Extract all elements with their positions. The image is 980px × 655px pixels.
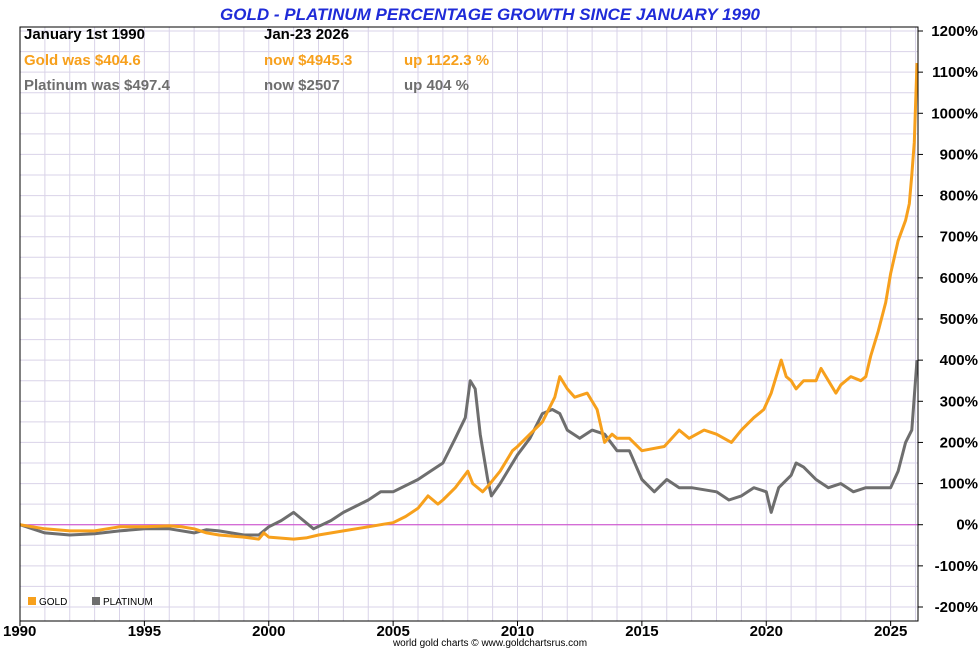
y-tick-label: 600% [940,270,978,287]
y-tick-label: 900% [940,146,978,163]
y-axis: 1200% 1100% 1000% 900% 800% 700% 600% 500% 400% 3… [918,23,978,616]
x-tick-label: 2015 [625,623,658,640]
platinum-percent-change: up 404 % [404,77,469,94]
y-tick-label: 100% [940,476,978,493]
end-date-label: Jan-23 2026 [264,26,349,43]
y-tick-label: 1200% [931,23,978,40]
legend-swatch-gold [28,597,36,605]
chart-title: GOLD - PLATINUM PERCENTAGE GROWTH SINCE … [220,5,761,24]
plot-frame [19,26,919,622]
gold-percent-change: up 1122.3 % [404,52,489,69]
y-tick-label: 1100% [932,64,978,81]
gold-current-price: now $4945.3 [264,52,352,69]
grid [19,27,918,621]
y-tick-label: 800% [940,188,978,205]
x-tick-label: 2000 [252,623,285,640]
x-axis: 1990 1995 2000 2005 2010 2015 2020 2025 [3,621,907,640]
y-tick-label: 200% [940,434,978,451]
credit-text: world gold charts © www.goldchartsrus.co… [392,638,587,649]
y-tick-label: 500% [940,311,978,328]
platinum-start-price: Platinum was $497.4 [24,77,171,94]
x-tick-label: 1995 [128,623,161,640]
platinum-current-price: now $2507 [264,77,340,94]
y-tick-label: 1000% [931,105,978,122]
legend-label-platinum: PLATINUM [103,597,153,608]
y-tick-label: -200% [935,599,978,616]
x-tick-label: 2005 [376,623,409,640]
y-tick-label: 700% [940,229,978,246]
x-tick-label: 2025 [874,623,907,640]
legend: GOLD PLATINUM [28,597,153,608]
x-tick-label: 1990 [3,623,36,640]
y-tick-label: 300% [940,393,978,410]
x-tick-label: 2010 [501,623,534,640]
gold-start-price: Gold was $404.6 [24,52,141,69]
series-line-gold [19,63,919,541]
y-tick-label: -100% [935,558,978,575]
y-tick-label: 400% [940,352,978,369]
x-tick-label: 2020 [750,623,783,640]
legend-swatch-platinum [92,597,100,605]
series-layer [19,63,919,541]
y-tick-label: 0% [956,517,978,534]
legend-label-gold: GOLD [39,597,67,608]
start-date-label: January 1st 1990 [24,26,145,43]
